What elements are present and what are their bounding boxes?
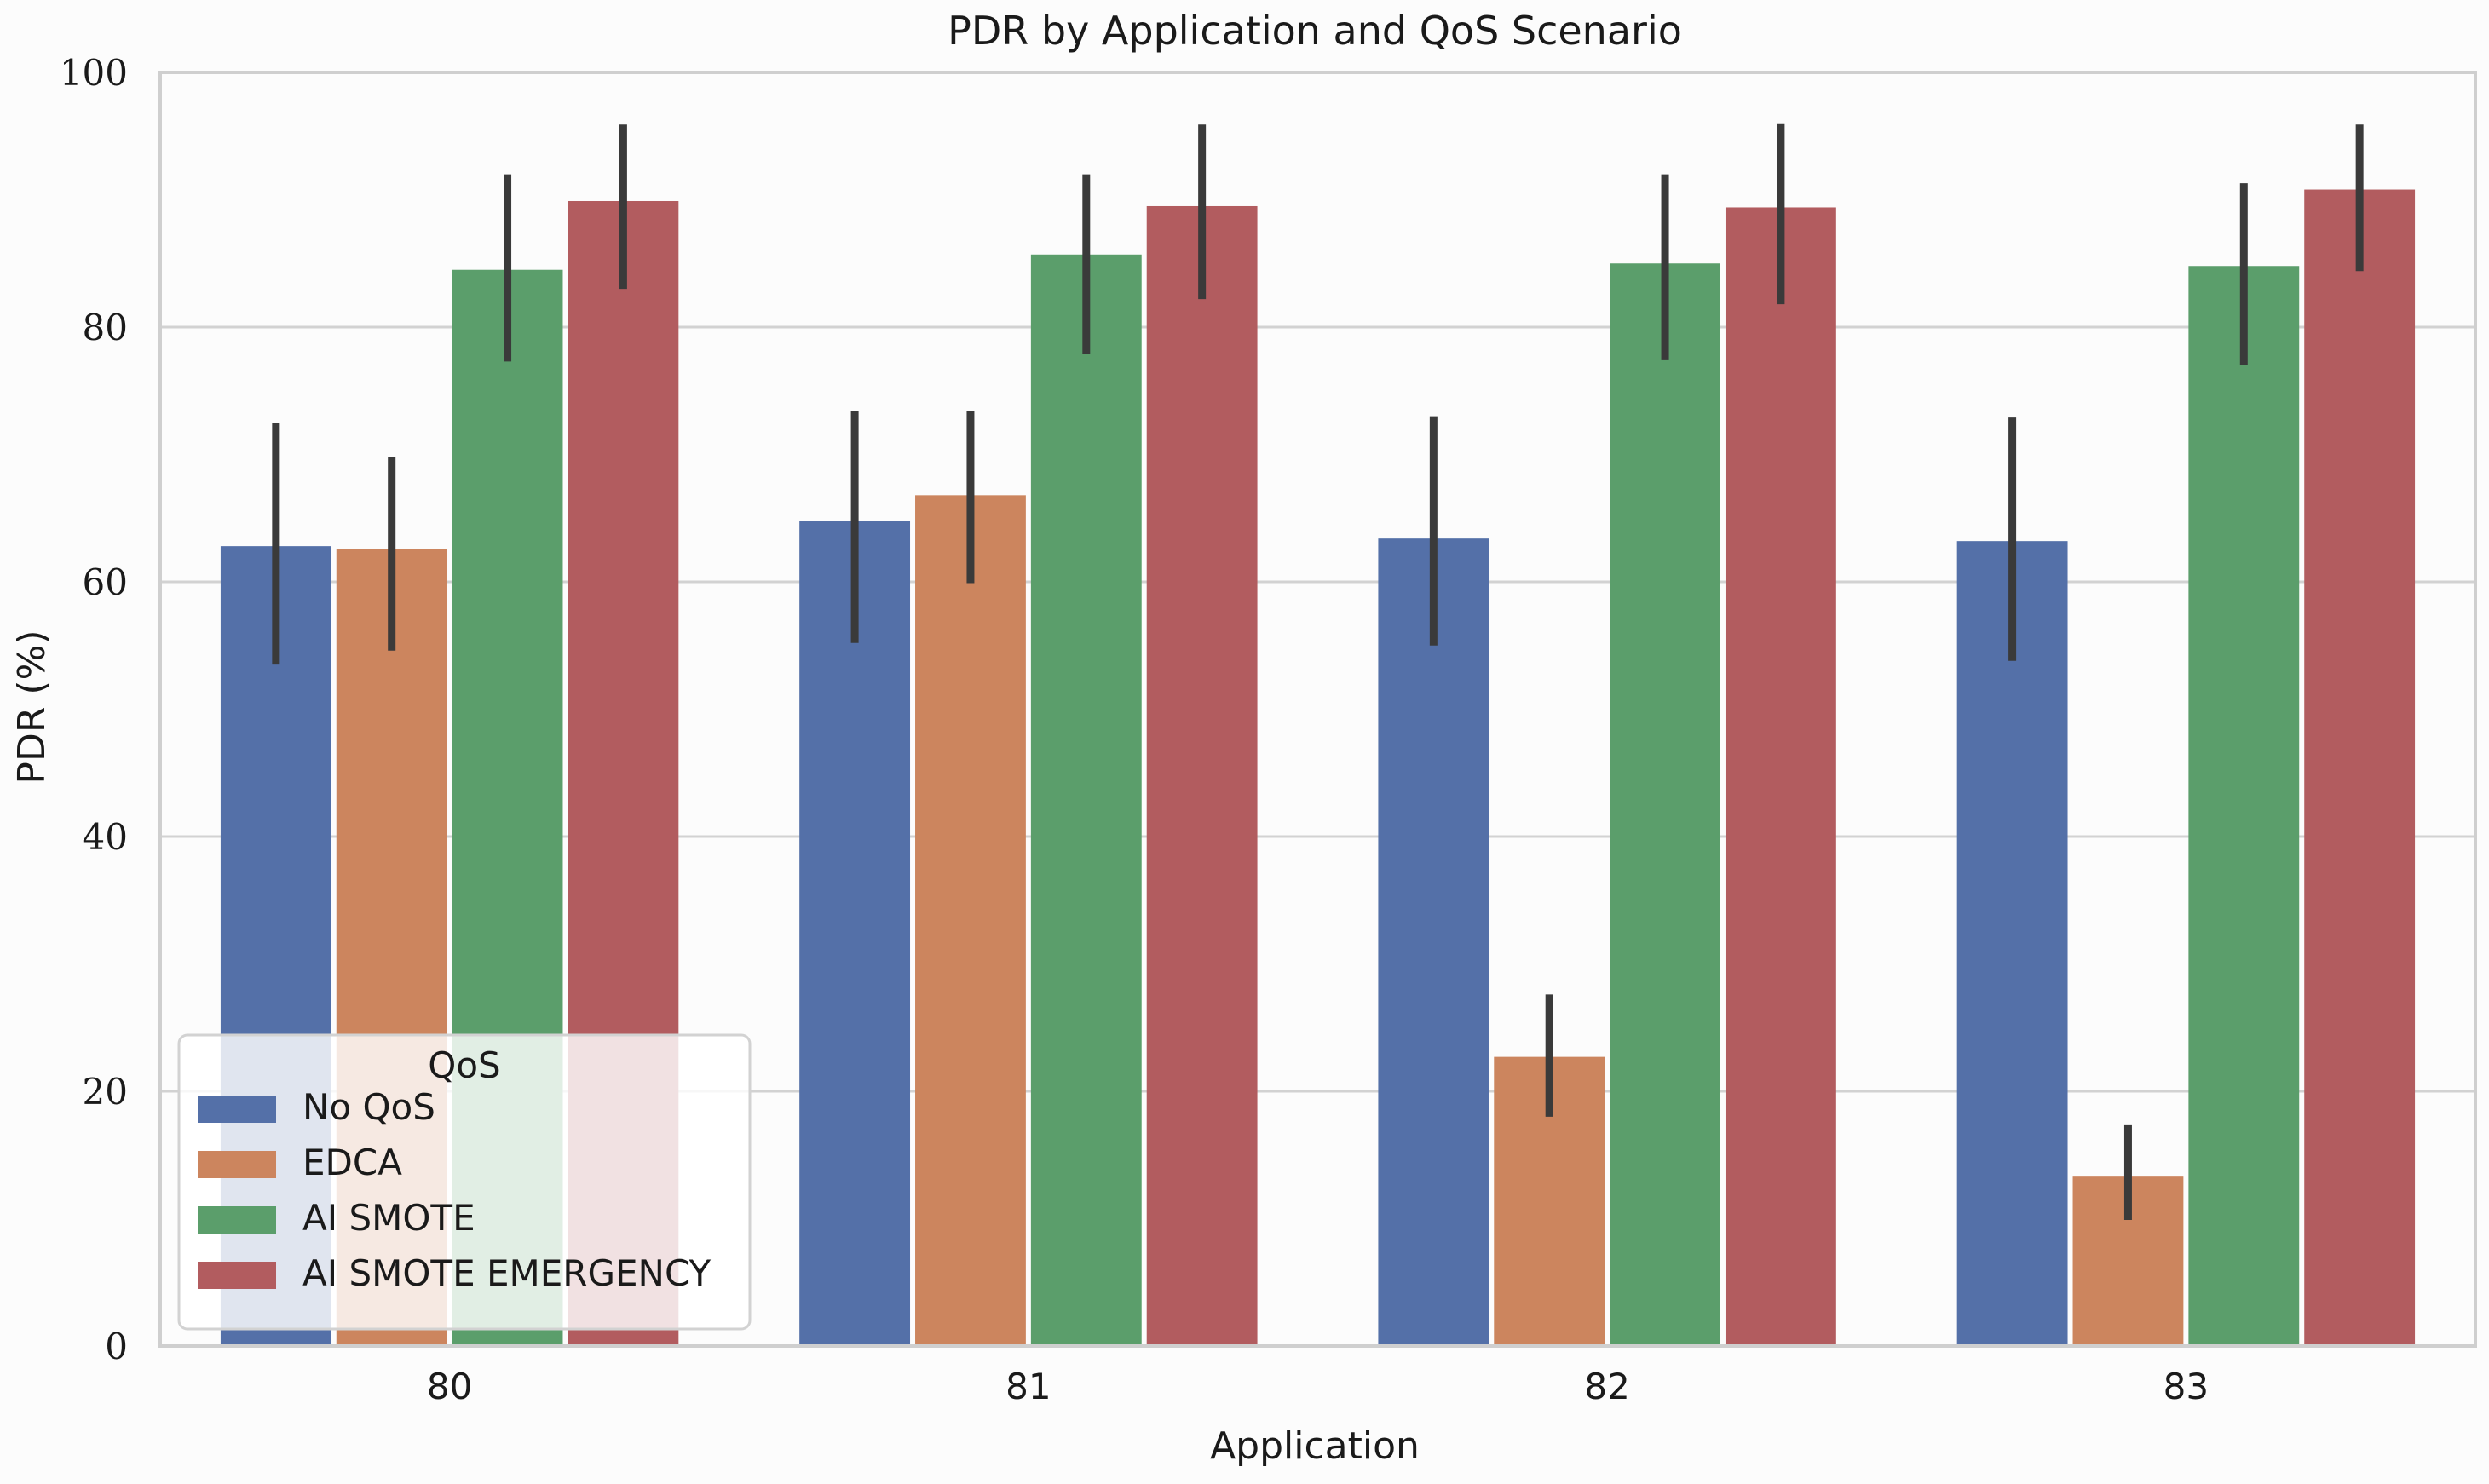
bar-no-qos-83 xyxy=(1956,541,2068,1346)
legend-items: No QoS EDCA AI SMOTE AI SMOTE EMERGENCY xyxy=(198,1086,712,1294)
legend-swatch xyxy=(198,1096,276,1123)
legend-label: No QoS xyxy=(302,1086,435,1128)
y-tick-label: 100 xyxy=(60,52,128,94)
bar-ai-smote-83 xyxy=(2188,266,2300,1346)
legend: QoS No QoS EDCA AI SMOTE AI SMOTE EMERGENCY xyxy=(177,1033,752,1331)
y-tick-label: 20 xyxy=(83,1071,128,1113)
legend-label: EDCA xyxy=(302,1142,402,1183)
legend-box xyxy=(177,1033,752,1331)
plot-frame xyxy=(158,71,2477,1348)
y-tick-label: 80 xyxy=(83,307,128,348)
x-tick-label: 82 xyxy=(1584,1366,1629,1407)
legend-label: AI SMOTE EMERGENCY xyxy=(302,1252,712,1294)
x-tick-label: 80 xyxy=(427,1366,472,1407)
x-axis-ticks: 80 81 82 83 xyxy=(427,1366,2209,1407)
bar-ai-smote-81 xyxy=(1030,254,1142,1346)
y-tick-label: 40 xyxy=(83,816,128,858)
y-axis-ticks: 0 20 40 60 80 100 xyxy=(60,52,128,1367)
y-axis-label: PDR (%) xyxy=(10,630,54,784)
bar-no-qos-82 xyxy=(1378,538,1489,1346)
legend-swatch xyxy=(198,1151,276,1178)
x-tick-label: 83 xyxy=(2163,1366,2209,1407)
error-bars xyxy=(272,123,2364,1220)
legend-swatch xyxy=(198,1206,276,1234)
y-tick-label: 0 xyxy=(105,1326,128,1367)
chart-title: PDR by Application and QoS Scenario xyxy=(948,8,1682,54)
bar-no-qos-81 xyxy=(799,521,911,1346)
legend-swatch xyxy=(198,1262,276,1289)
x-tick-label: 81 xyxy=(1005,1366,1051,1407)
x-axis-label: Application xyxy=(1210,1424,1420,1468)
bar-edca-81 xyxy=(915,495,1026,1346)
bar-ai-smote-emergency-82 xyxy=(1725,207,1836,1347)
bar-ai-smote-82 xyxy=(1610,263,1720,1346)
y-tick-label: 60 xyxy=(83,561,128,603)
bar-ai-smote-emergency-81 xyxy=(1146,205,1258,1347)
legend-label: AI SMOTE xyxy=(302,1197,475,1239)
bar-ai-smote-emergency-83 xyxy=(2304,189,2416,1346)
legend-title: QoS xyxy=(428,1044,500,1086)
